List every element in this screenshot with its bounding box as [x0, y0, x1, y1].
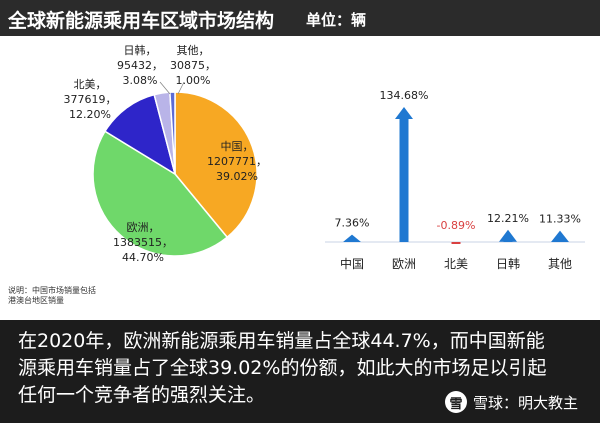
growth-category-label: 欧洲 — [392, 257, 416, 271]
pie-slice-label: 中国， — [221, 140, 254, 153]
growth-value-label: 134.68% — [380, 89, 429, 102]
growth-category-label: 北美 — [444, 257, 468, 271]
growth-bar — [499, 229, 517, 242]
pie-slice-percent: 44.70% — [122, 251, 164, 264]
pie-slice — [92, 130, 229, 257]
pie-slice — [169, 91, 176, 175]
footnote: 说明：中国市场销量包括港澳台地区销量 — [8, 286, 96, 305]
growth-category-label: 其他 — [548, 257, 572, 271]
leader-line — [177, 81, 185, 95]
unit-label: 单位：辆 — [306, 11, 367, 29]
pie-slice — [103, 93, 177, 176]
growth-bar — [451, 242, 461, 244]
growth-bar-chart: 7.36% 中国 134.68% 欧洲 -0.89% 北美 12.21% 日韩 11.33% 其他 — [325, 89, 585, 271]
growth-bar — [551, 230, 569, 242]
pie-slice-value: 1383515， — [113, 236, 173, 249]
growth-value-label: -0.89% — [437, 219, 476, 232]
pie-slice-percent: 1.00% — [176, 74, 211, 87]
growth-value-label: 11.33% — [539, 213, 581, 226]
growth-bar — [395, 107, 413, 242]
growth-value-label: 12.21% — [487, 212, 529, 225]
snowball-logo-icon: 雪 — [444, 391, 467, 413]
pie-slice — [174, 91, 258, 239]
growth-category-label: 中国 — [340, 256, 364, 271]
pie-slice-percent: 12.20% — [69, 108, 111, 121]
title-bar: 全球新能源乘用车区域市场结构 单位：辆 — [0, 0, 600, 36]
pie-slice-value: 95432， — [117, 59, 163, 72]
leader-line — [159, 81, 171, 95]
growth-category-label: 日韩 — [496, 256, 520, 271]
pie-slice-label: 其他， — [177, 44, 210, 57]
pie-slice-value: 30875， — [170, 59, 216, 72]
brand-name: 雪球：明大教主 — [472, 393, 578, 412]
pie-slice-label: 日韩， — [124, 43, 157, 57]
pie-slice-label: 欧洲， — [127, 221, 160, 234]
caption-panel: 在2020年，欧洲新能源乘用车销量占全球44.7%，而中国新能源乘用车销量占了全… — [0, 320, 600, 423]
growth-bar — [343, 234, 361, 242]
pie-chart: 中国， 1207771， 39.02% 欧洲， 1383515， 44.70% 北美， 377… — [64, 43, 268, 264]
pie-slice-percent: 3.08% — [123, 74, 158, 87]
brand-watermark: 雪 雪球：明大教主 — [444, 391, 578, 413]
growth-value-label: 7.36% — [335, 217, 370, 230]
pie-slice-value: 377619， — [64, 93, 117, 106]
pie-slice-percent: 39.02% — [216, 170, 258, 183]
caption-text: 在2020年，欧洲新能源乘用车销量占全球44.7%，而中国新能源乘用车销量占了全… — [18, 330, 547, 406]
pie-slice-label: 北美， — [74, 78, 107, 91]
pie-slice-value: 1207771， — [207, 155, 267, 168]
chart-area: 中国， 1207771， 39.02% 欧洲， 1383515， 44.70% 北美， 377… — [0, 36, 600, 305]
chart-title: 全球新能源乘用车区域市场结构 — [8, 10, 275, 32]
